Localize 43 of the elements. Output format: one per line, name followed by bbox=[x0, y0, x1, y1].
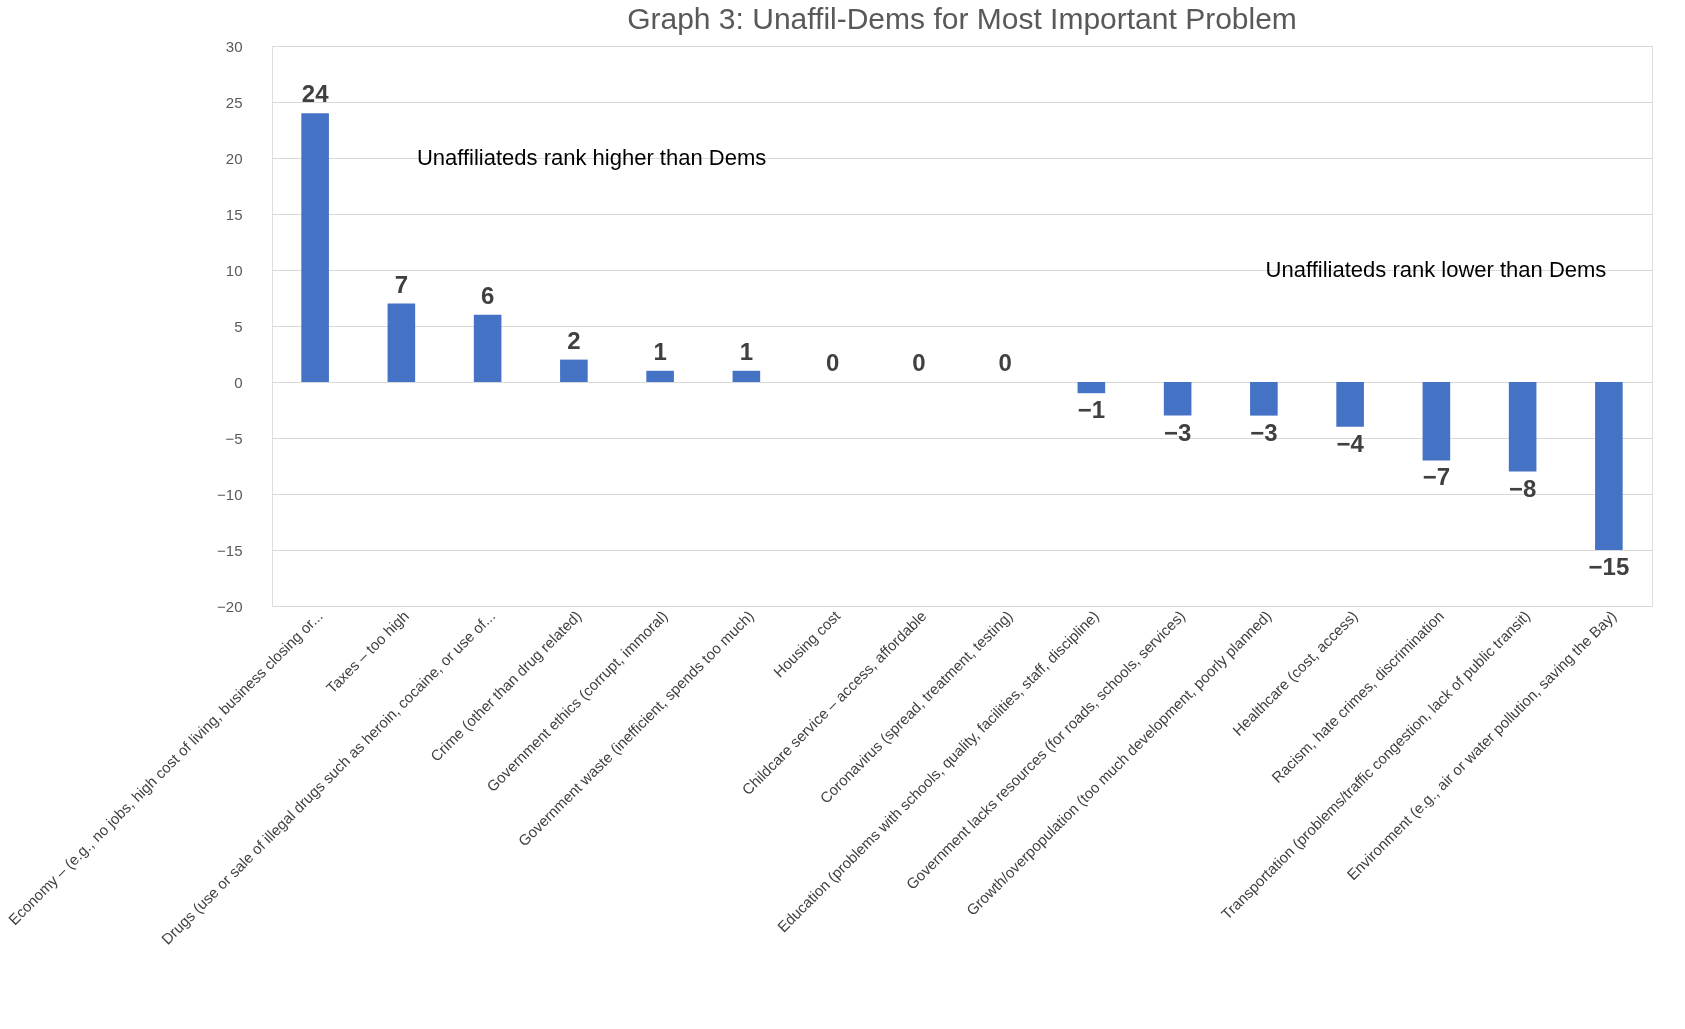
bar bbox=[1336, 382, 1364, 427]
y-tick-label: −15 bbox=[217, 541, 243, 559]
annotation: Unaffiliateds rank higher than Dems bbox=[416, 145, 767, 170]
data-label: 0 bbox=[912, 349, 926, 376]
data-label: −4 bbox=[1336, 429, 1365, 457]
y-tick-label: 20 bbox=[225, 149, 243, 167]
bar bbox=[1595, 382, 1623, 550]
data-label: −15 bbox=[1588, 553, 1630, 580]
y-tick-label: 25 bbox=[225, 93, 243, 111]
data-label: −3 bbox=[1163, 418, 1192, 446]
data-label: 0 bbox=[825, 349, 840, 376]
y-tick-label: 0 bbox=[234, 373, 243, 391]
bar bbox=[387, 303, 416, 382]
data-label: 1 bbox=[653, 337, 667, 365]
y-tick-label: 5 bbox=[234, 317, 243, 335]
y-tick-label: −5 bbox=[225, 429, 243, 447]
data-label: −1 bbox=[1077, 396, 1106, 424]
bar bbox=[560, 359, 588, 382]
chart-title: Graph 3: Unaffil-Dems for Most Important Problem bbox=[627, 2, 1297, 35]
data-label: −8 bbox=[1508, 474, 1537, 502]
y-tick-label: 15 bbox=[225, 205, 243, 223]
annotation: Unaffiliateds rank lower than Dems bbox=[1265, 257, 1607, 282]
data-label: 7 bbox=[394, 270, 409, 298]
bar bbox=[1077, 382, 1106, 394]
bar bbox=[301, 113, 329, 382]
y-tick-label: −10 bbox=[217, 485, 243, 503]
bar bbox=[646, 370, 674, 382]
data-label: 1 bbox=[739, 337, 754, 365]
bar bbox=[1250, 382, 1278, 416]
data-label: −3 bbox=[1250, 418, 1278, 446]
bar bbox=[473, 314, 502, 382]
data-label: −7 bbox=[1422, 463, 1451, 491]
y-tick-label: −20 bbox=[217, 597, 243, 615]
bar bbox=[1422, 382, 1451, 461]
data-label: 6 bbox=[480, 281, 495, 309]
data-label: 24 bbox=[301, 80, 330, 108]
data-label: 2 bbox=[567, 326, 581, 354]
bar bbox=[1163, 382, 1192, 416]
bar bbox=[732, 370, 761, 382]
y-tick-label: 10 bbox=[225, 261, 243, 279]
data-label: 0 bbox=[998, 349, 1012, 376]
y-tick-label: 30 bbox=[225, 37, 243, 55]
bar bbox=[1508, 382, 1537, 472]
